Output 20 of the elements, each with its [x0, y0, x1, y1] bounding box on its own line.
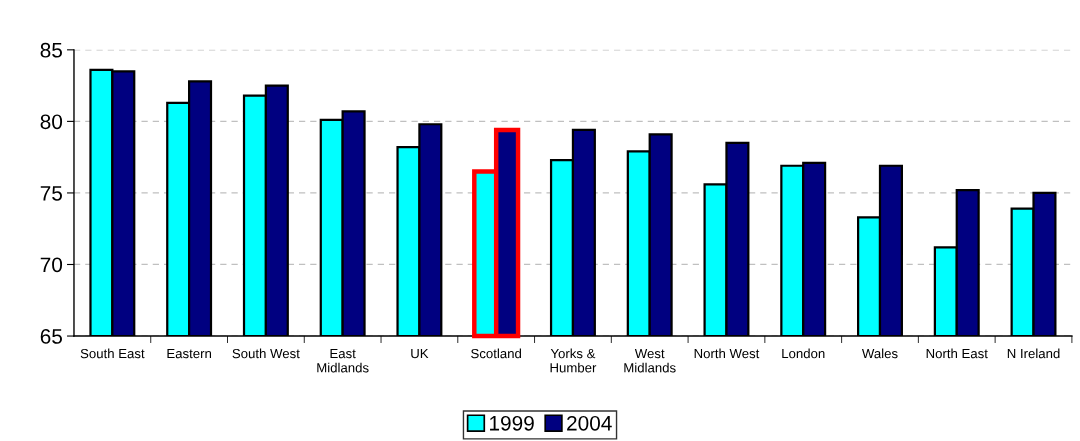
legend-label: 2004	[567, 415, 612, 431]
x-tick-label: Eastern	[167, 349, 212, 359]
x-tick-label: N Ireland	[1007, 348, 1060, 359]
x-tick-label: North West	[694, 348, 760, 359]
x-tick-label: South West	[232, 348, 300, 359]
x-tick-label: Wales	[861, 348, 898, 359]
x-tick-label: London	[782, 348, 825, 359]
x-tick-label: West Midlands	[624, 349, 676, 373]
x-tick-label: South East	[80, 348, 145, 359]
x-tick-label: Yorks & Humber	[550, 348, 597, 373]
y-tick-label: 75	[40, 186, 62, 201]
x-tick-label: East Midlands	[317, 349, 369, 373]
x-tick-label: Scotland	[471, 348, 521, 359]
y-tick-label: 65	[40, 329, 62, 344]
y-tick-label: 70	[40, 257, 63, 273]
x-tick-label: UK	[411, 349, 429, 359]
legend-label: 1999	[490, 415, 534, 431]
y-tick-label: 80	[40, 114, 63, 130]
x-tick-label: North East	[926, 348, 988, 359]
y-tick-label: 85	[40, 42, 62, 58]
